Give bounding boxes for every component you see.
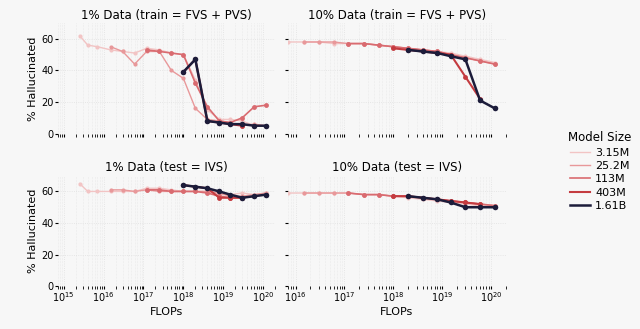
X-axis label: FLOPs: FLOPs [150, 307, 183, 317]
Title: 1% Data (train = FVS + PVS): 1% Data (train = FVS + PVS) [81, 9, 252, 22]
Y-axis label: % Hallucinated: % Hallucinated [28, 36, 38, 120]
Title: 10% Data (test = IVS): 10% Data (test = IVS) [332, 162, 462, 174]
Title: 10% Data (train = FVS + PVS): 10% Data (train = FVS + PVS) [308, 9, 486, 22]
Legend: 3.15M, 25.2M, 113M, 403M, 1.61B: 3.15M, 25.2M, 113M, 403M, 1.61B [563, 127, 636, 215]
X-axis label: FLOPs: FLOPs [380, 307, 413, 317]
Title: 1% Data (test = IVS): 1% Data (test = IVS) [105, 162, 228, 174]
Y-axis label: % Hallucinated: % Hallucinated [28, 189, 38, 273]
